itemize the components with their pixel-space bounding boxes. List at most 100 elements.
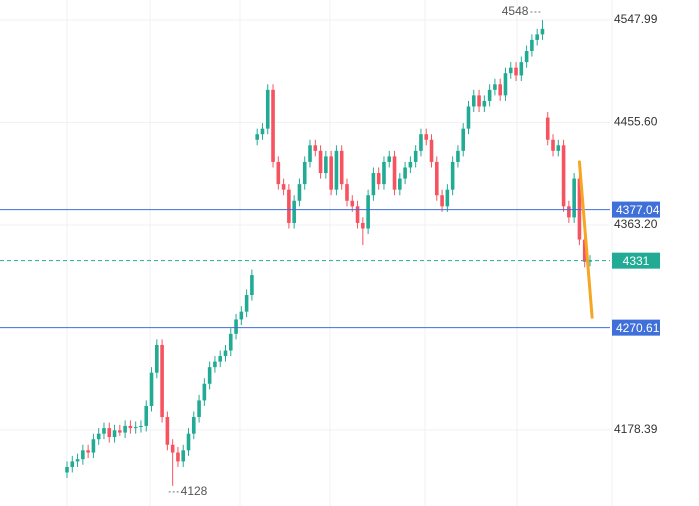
candle-body [503,73,508,96]
candle-body [176,452,180,462]
candle-body [112,430,117,438]
candle-body [139,425,143,428]
candle-body [228,333,233,351]
candle-body [165,417,170,445]
price-label: 4377.04 [616,203,660,217]
candle-body [207,367,212,384]
y-tick-label: 4547.99 [614,12,658,26]
candle-body [255,134,259,140]
candle-body [551,139,555,151]
candle-body [292,200,296,223]
candle-body [408,161,413,168]
last-price-label: 4331 [623,254,650,268]
candle-body [545,117,550,140]
candle-body [445,189,450,207]
candle-body [567,206,571,218]
candle-body [530,39,534,52]
candle-body [556,145,561,151]
candle-body [128,425,133,429]
candle-body [313,145,318,151]
candle-body [398,178,402,190]
candle-body [155,344,159,373]
candle-body [524,51,529,63]
candle-body [434,161,439,196]
candle-body [440,195,444,207]
candle-body [107,428,112,438]
time-grid [66,0,613,506]
low-marker-label: 4128 [181,484,208,498]
candle-body [582,239,587,262]
candle-body [197,400,201,418]
candle-body [75,459,80,462]
candle-body [424,134,429,140]
price-label-box [612,319,660,336]
y-tick-label: 4178.39 [614,422,658,436]
candle-body [265,89,270,129]
candle-body [123,425,127,433]
candle-body [281,184,286,190]
y-tick-label: 4363.20 [614,217,658,231]
candle-body [271,89,275,162]
candle-body [487,89,492,101]
candle-body [213,361,217,368]
candle-body [572,178,576,218]
candle-body [419,134,423,151]
candle-body [149,372,154,406]
candle-body [318,150,323,174]
y-tick-label: 4455.60 [614,115,658,129]
candle-body [96,433,101,440]
candle-body [329,156,333,190]
candle-body [371,173,376,196]
candle-body [535,34,539,40]
candle-body [450,161,455,190]
candle-body [308,145,312,162]
candle-body [86,450,90,453]
candle-body [133,427,138,429]
candle-body [244,295,249,312]
price-label-box [612,201,660,218]
candle-body [339,150,344,185]
candle-body [376,173,381,185]
candle-body [540,28,545,35]
candle-body [223,350,228,357]
candle-body [250,275,254,296]
candle-body [514,67,518,76]
candle-body [144,405,149,426]
candle-body [456,150,460,162]
candle-body [403,167,407,179]
candle-body [461,128,466,151]
candle-body [102,428,106,434]
candle-body [81,450,85,460]
candle-body [429,139,434,162]
candle-body [234,319,238,334]
candle-body [382,161,386,185]
candle-body [297,184,302,201]
candle-body [324,156,328,174]
candle-body [471,95,476,107]
candle-body [65,466,69,473]
candle-body [350,200,355,207]
candle-body [345,184,349,201]
candle-body [218,356,223,362]
candle-body [302,161,307,185]
trend-line [577,160,594,319]
price-label: 4270.61 [616,321,660,335]
candle-body [482,100,487,107]
candle-body [170,444,175,453]
candle-body [334,150,339,190]
candle-body [477,95,481,107]
candle-body [160,344,164,418]
candle-body [387,156,392,162]
candle-body [508,67,513,74]
candle-body [355,206,360,223]
candle-body [493,84,497,90]
candle-body [561,145,566,207]
candle-body [191,417,196,434]
candle-body [239,311,244,320]
candle-body [577,178,582,240]
candle-body [498,84,502,96]
candle-body [260,128,265,135]
high-marker-label: 4548 [502,4,529,18]
candle-body [413,150,418,162]
